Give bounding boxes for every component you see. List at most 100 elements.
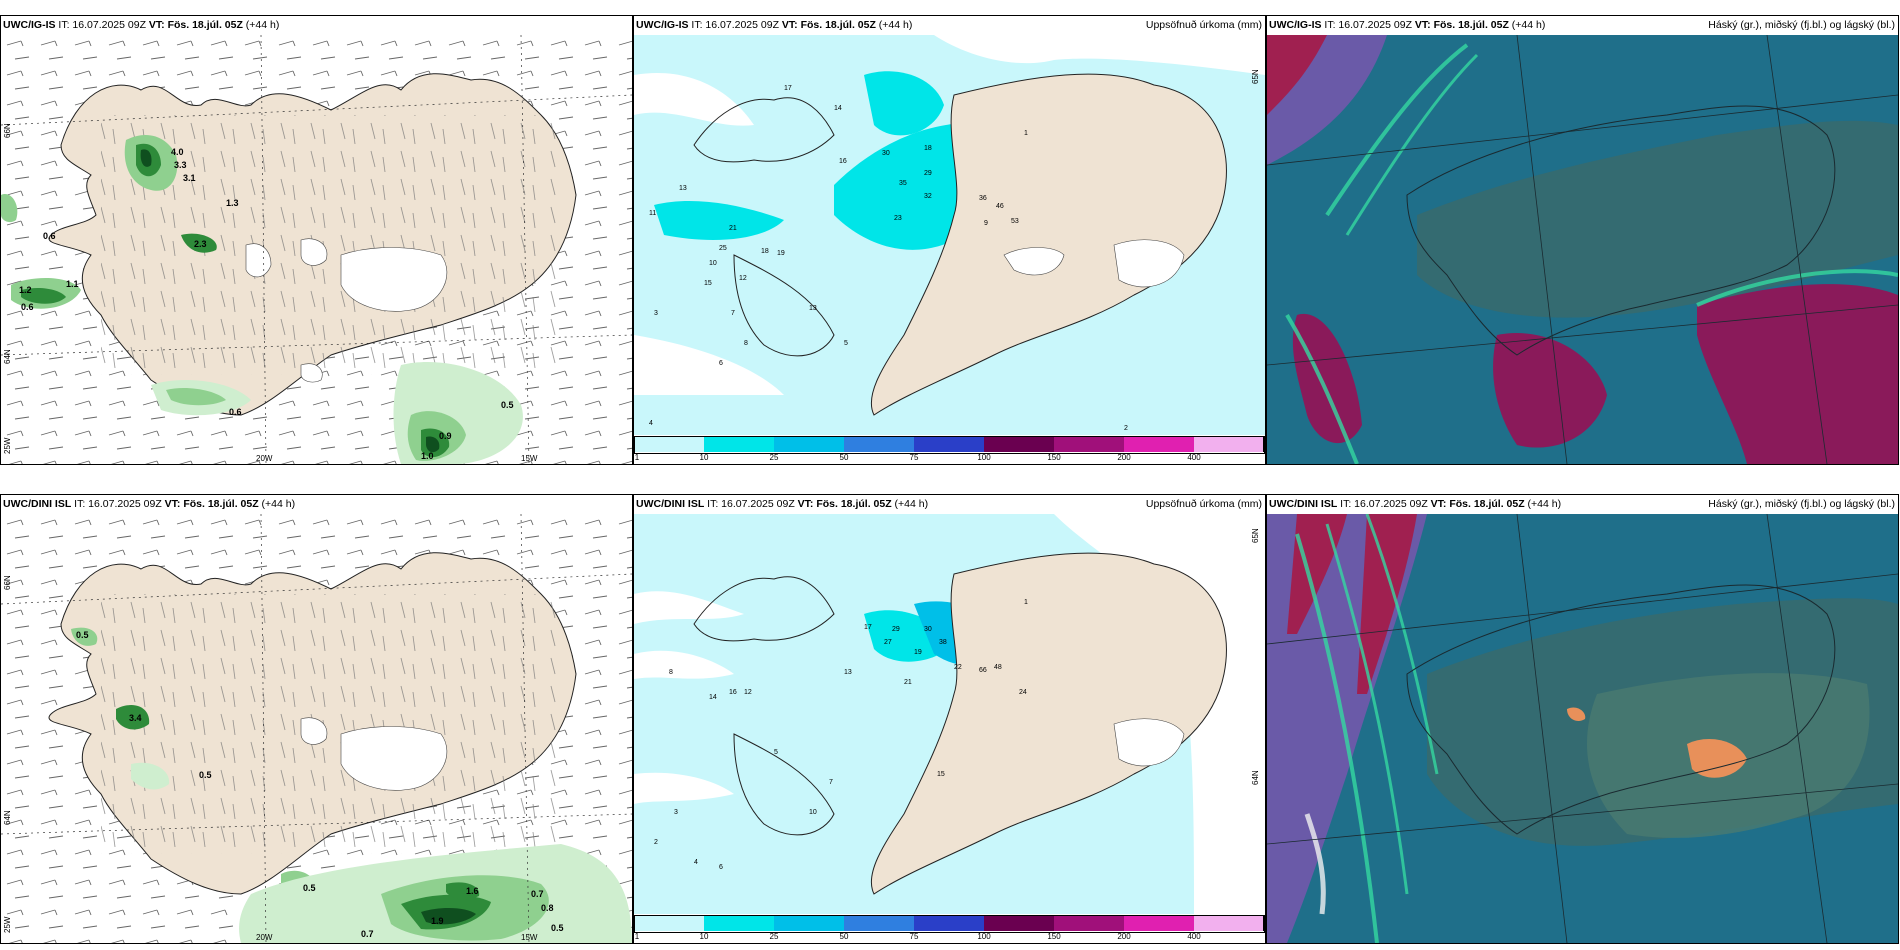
accum-label: 3	[674, 809, 678, 816]
precip-label: 3.4	[129, 713, 142, 723]
colorbar-tick: 100	[977, 932, 991, 941]
lat-label: 25W	[3, 437, 12, 454]
precip-label: 1.9	[431, 916, 444, 926]
colorbar-tick: 25	[769, 453, 779, 462]
accum-label: 12	[744, 689, 752, 696]
accum-label: 30	[882, 150, 890, 157]
accum-label: 9	[984, 220, 988, 227]
accum-label: 10	[809, 809, 817, 816]
precip-label: 0.7	[361, 929, 374, 939]
accum-label: 15	[704, 280, 712, 287]
accum-label: 6	[719, 864, 723, 871]
precip-label: 0.5	[501, 400, 514, 410]
map-plot: 17 13 16 30 18 29 35 32 23 36 46 53 21 2…	[634, 35, 1265, 464]
lon-label: 20W	[256, 933, 273, 942]
precip-label: 0.5	[303, 883, 316, 893]
lat-label: 66N	[3, 575, 12, 590]
precip-label: 2.3	[194, 239, 207, 249]
panel-title: Uppsöfnuð úrkoma (mm)	[1145, 19, 1262, 31]
accum-label: 5	[774, 749, 778, 756]
precip-label: 0.6	[43, 231, 56, 241]
panel-title: Uppsöfnuð úrkoma (mm)	[1145, 498, 1262, 510]
accum-label: 29	[924, 170, 932, 177]
panel-header: UWC/IG-IS IT: 16.07.2025 09Z VT: Fös. 18…	[634, 16, 1265, 35]
accum-label: 13	[809, 305, 817, 312]
precip-label: 0.8	[541, 903, 554, 913]
colorbar-swatch	[1194, 915, 1264, 931]
colorbar-tick: 75	[909, 932, 919, 941]
lat-label: 25W	[3, 916, 12, 933]
accum-label: 17	[784, 85, 792, 92]
precip-label: 0.5	[76, 630, 89, 640]
colorbar-tick: 50	[839, 932, 849, 941]
lon-label: 15W	[521, 933, 538, 942]
precip-label: 0.6	[229, 407, 242, 417]
accum-label: 2	[1124, 425, 1128, 432]
panel-header: UWC/DINI ISL IT: 16.07.2025 09Z VT: Fös.…	[1267, 495, 1898, 514]
panel-header: UWC/DINI ISL IT: 16.07.2025 09Z VT: Fös.…	[634, 495, 1265, 514]
colorbar-tick: 1	[634, 453, 640, 462]
accum-label: 21	[729, 225, 737, 232]
panel-title: Háský (gr.), miðský (fj.bl.) og lágský (…	[1708, 19, 1895, 31]
lat-label: 64N	[3, 810, 12, 825]
map-plot: 0.5 3.4 0.5 0.5 1.9 0.7 0.8 0.5 0.7 1.6	[1, 514, 632, 943]
colorbar-tick: 75	[909, 453, 919, 462]
accum-label: 1	[1024, 599, 1028, 606]
accum-label: 16	[839, 158, 847, 165]
accum-label: 12	[739, 275, 747, 282]
accum-label: 29	[892, 626, 900, 633]
map-plot: 17 29 30 27 38 22 66 48 19 21 24 13 15 1…	[634, 514, 1265, 943]
accum-label: 19	[914, 649, 922, 656]
accum-label: 21	[904, 679, 912, 686]
accum-label: 18	[924, 145, 932, 152]
lon-label: 20W	[256, 454, 273, 463]
panel-title: Háský (gr.), miðský (fj.bl.) og lágský (…	[1708, 498, 1895, 510]
lat-label: 64N	[3, 349, 12, 364]
accum-label: 19	[777, 250, 785, 257]
colorbar-tick: 200	[1117, 453, 1131, 462]
map-plot	[1267, 514, 1898, 943]
accum-label: 53	[1011, 218, 1019, 225]
accum-label: 25	[719, 245, 727, 252]
colorbar-tick: 400	[1187, 453, 1201, 462]
accum-label: 4	[694, 859, 698, 866]
colorbar-tick: 1	[634, 932, 640, 941]
accum-label: 5	[844, 340, 848, 347]
accum-label: 8	[669, 669, 673, 676]
precip-label: 0.9	[439, 431, 452, 441]
accum-precip-map-igis: UWC/IG-IS IT: 16.07.2025 09Z VT: Fös. 18…	[633, 15, 1266, 465]
lon-label: 15W	[521, 454, 538, 463]
precip-label: 0.6	[21, 302, 34, 312]
accum-label: 30	[924, 626, 932, 633]
colorbar-tick: 150	[1047, 932, 1061, 941]
cloud-cover-map-igis: UWC/IG-IS IT: 16.07.2025 09Z VT: Fös. 18…	[1266, 15, 1899, 465]
accum-label: 17	[864, 624, 872, 631]
precip-label: 1.0	[421, 451, 434, 461]
accum-label: 2	[654, 839, 658, 846]
accum-label: 46	[996, 203, 1004, 210]
accum-label: 7	[731, 310, 735, 317]
lat-label: 65N	[1251, 528, 1260, 543]
accum-label: 36	[979, 195, 987, 202]
accum-label: 4	[649, 420, 653, 427]
lat-label: 66N	[3, 123, 12, 138]
accum-label: 15	[937, 771, 945, 778]
colorbar-tick: 150	[1047, 453, 1061, 462]
precip-label: 1.6	[466, 886, 479, 896]
precip-label: 0.7	[531, 889, 544, 899]
precip-label: 1.2	[19, 285, 32, 295]
panel-header: UWC/IG-IS IT: 16.07.2025 09Z VT: Fös. 18…	[1267, 16, 1898, 35]
accum-label: 6	[719, 360, 723, 367]
colorbar-tick: 10	[699, 932, 709, 941]
accum-label: 7	[829, 779, 833, 786]
accum-label: 66	[979, 667, 987, 674]
accum-label: 18	[761, 248, 769, 255]
accum-label: 8	[744, 340, 748, 347]
accum-label: 23	[894, 215, 902, 222]
panel-header: UWC/IG-IS IT: 16.07.2025 09Z VT: Fös. 18…	[3, 19, 280, 31]
accum-label: 14	[834, 105, 842, 112]
map-plot	[1267, 35, 1898, 464]
panel-header: UWC/DINI ISL IT: 16.07.2025 09Z VT: Fös.…	[3, 498, 296, 510]
accum-label: 48	[994, 664, 1002, 671]
accum-label: 10	[709, 260, 717, 267]
